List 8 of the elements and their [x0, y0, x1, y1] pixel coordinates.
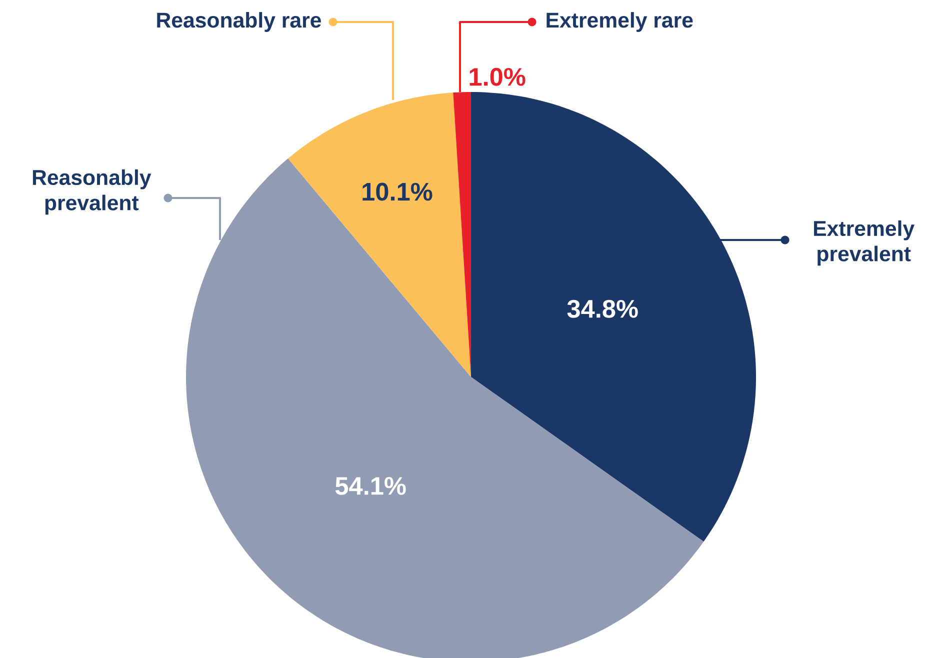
- legend-label: Extremely prevalent: [814, 220, 914, 266]
- slice-label: Reasonably rare: [157, 12, 321, 32]
- data-label: 54.1%: [335, 477, 406, 495]
- data-label: 10.1%: [362, 182, 432, 201]
- slice-label: Reasonably prevalent: [32, 169, 152, 215]
- legend-label: Extremely rare: [546, 12, 693, 32]
- data-label: 34.8%: [567, 300, 638, 318]
- data-label: 1.0%: [470, 68, 526, 86]
